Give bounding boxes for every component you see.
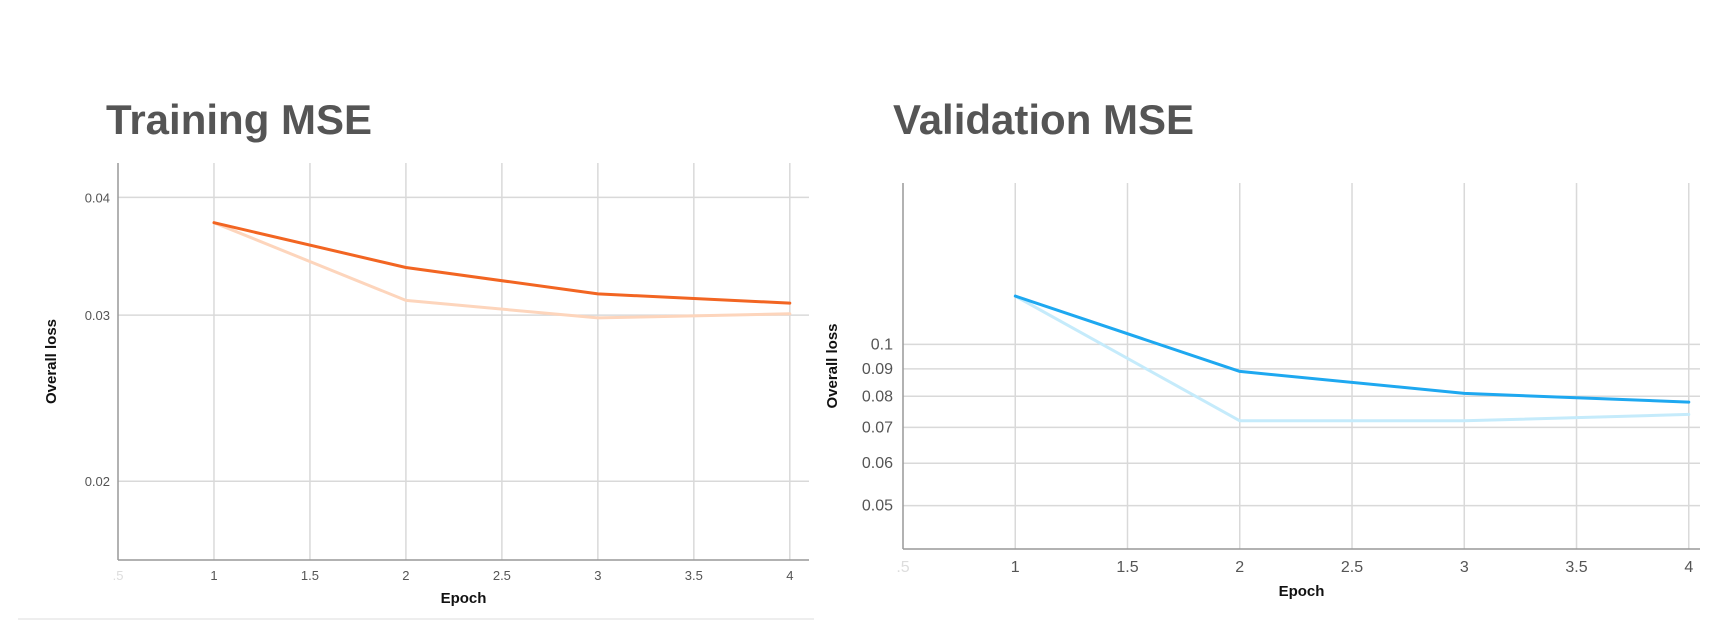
training-mse-chart: .5 1 1.5 2 2.5 3 3.5 4 0.02 0.03 0.04 Epoch Overall … <box>43 163 809 607</box>
validation-chart-title: Validation MSE <box>893 96 1195 143</box>
y-axis-label: Overall loss <box>43 319 60 404</box>
y-axis-label: Overall loss <box>824 323 841 408</box>
x-axis-label: Epoch <box>441 590 487 607</box>
y-tick-label: 0.06 <box>862 455 893 472</box>
x-tick-label: 2 <box>1235 559 1244 576</box>
x-tick-label: 3.5 <box>685 568 703 583</box>
x-tick-label: 1.5 <box>1116 559 1138 576</box>
y-tick-label: 0.1 <box>871 336 893 353</box>
x-tick-label: 1 <box>1011 559 1020 576</box>
y-tick-label: 0.02 <box>85 474 110 489</box>
training-chart-title: Training MSE <box>106 96 373 143</box>
y-tick-label: 0.08 <box>862 388 893 405</box>
y-tick-label: 0.04 <box>85 190 110 205</box>
series-line-0 <box>1013 294 1691 404</box>
bottom-divider <box>18 618 814 620</box>
x-tick-label: 2.5 <box>493 568 511 583</box>
series-line-0 <box>212 221 792 305</box>
x-tick-label: 4 <box>786 568 793 583</box>
x-tick-label: 3 <box>594 568 601 583</box>
series-line-1 <box>1013 294 1691 423</box>
x-tick-label: 3.5 <box>1565 559 1587 576</box>
series-line-1 <box>212 221 792 320</box>
x-tick-label: 1 <box>210 568 217 583</box>
x-tick-label: 1.5 <box>301 568 319 583</box>
y-tick-label: 0.07 <box>862 419 893 436</box>
x-tick-label: 2.5 <box>1341 559 1363 576</box>
y-tick-label: 0.03 <box>85 308 110 323</box>
x-tick-label: 3 <box>1460 559 1469 576</box>
x-tick-label: .5 <box>113 568 124 583</box>
y-tick-label: 0.09 <box>862 361 893 378</box>
x-tick-label: 4 <box>1684 559 1693 576</box>
x-axis-label: Epoch <box>1279 583 1325 600</box>
x-tick-label: 2 <box>402 568 409 583</box>
x-tick-label: .5 <box>896 559 909 576</box>
y-tick-label: 0.05 <box>862 498 893 515</box>
